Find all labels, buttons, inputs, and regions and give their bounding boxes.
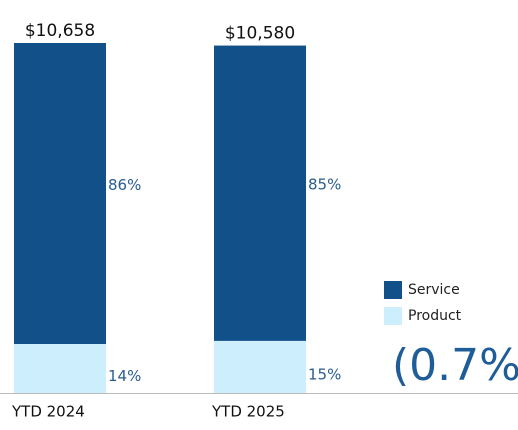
- legend-swatch: [384, 307, 402, 325]
- segment-label: 15%: [308, 365, 341, 383]
- legend-swatch: [384, 281, 402, 299]
- total-label: $10,580: [225, 24, 295, 44]
- bar-segment: [14, 43, 106, 344]
- x-tick-label: YTD 2025: [211, 403, 285, 421]
- segment-label: 14%: [108, 367, 141, 385]
- legend-label: Service: [408, 282, 460, 298]
- bar-segment: [214, 45, 306, 341]
- bar-segment: [14, 344, 106, 393]
- segment-label: 86%: [108, 176, 141, 194]
- total-label: $10,658: [25, 21, 95, 41]
- bar-segment: [214, 340, 306, 393]
- segment-label: 85%: [308, 176, 341, 194]
- x-tick-label: YTD 2024: [11, 403, 85, 421]
- legend-label: Product: [408, 308, 462, 324]
- change-annotation: (0.7%): [392, 340, 518, 391]
